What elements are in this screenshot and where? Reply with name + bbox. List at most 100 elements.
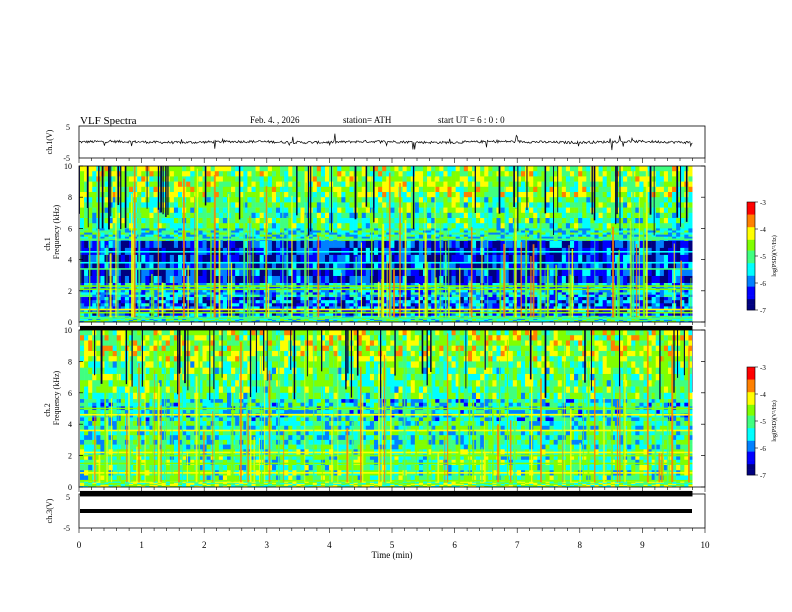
spec-cell <box>537 290 542 293</box>
spec-cell <box>173 275 179 284</box>
spec-cell <box>410 290 416 293</box>
spec-cell <box>300 261 305 270</box>
spec-cell <box>267 207 273 214</box>
spec-cell <box>275 230 281 233</box>
spec-cell <box>280 294 285 298</box>
spec-cell <box>173 268 179 277</box>
spec-cell <box>365 228 371 231</box>
spec-cell <box>173 297 179 301</box>
spec-cell <box>525 223 530 229</box>
spec-cell <box>116 303 122 307</box>
spec-cell <box>284 275 289 284</box>
spec-cell <box>378 186 383 193</box>
spec-cell <box>463 236 469 240</box>
spec-cell <box>663 303 669 307</box>
spec-cell <box>153 232 158 235</box>
spec-cell <box>316 207 322 214</box>
spec-cell <box>149 223 154 229</box>
spec-cell <box>92 192 97 198</box>
spec-cell <box>431 218 436 224</box>
spec-cell <box>227 176 232 182</box>
spec-cell <box>537 171 542 177</box>
spec-cell <box>484 202 489 208</box>
spec-cell <box>341 275 346 284</box>
spec-cell <box>643 197 648 203</box>
spec-cell <box>316 171 322 177</box>
spec-cell <box>663 212 669 219</box>
spec-cell <box>533 228 538 231</box>
spec-cell <box>418 303 424 307</box>
spec-cell <box>255 240 260 249</box>
spec-cell <box>557 232 563 235</box>
spec-cell <box>239 166 244 172</box>
spec-cell <box>178 207 183 214</box>
spec-cell <box>557 230 563 233</box>
spec-cell <box>116 234 122 238</box>
spec-cell <box>251 290 256 293</box>
ch1-trace <box>79 133 693 151</box>
spec-cell <box>451 236 456 240</box>
spec-cell <box>145 176 150 182</box>
spec-cell <box>304 303 309 307</box>
spec-cell <box>198 294 203 298</box>
spec-cell <box>178 306 183 310</box>
spec-cell <box>267 234 273 238</box>
spec-cell <box>610 166 616 172</box>
spec-cell <box>80 192 85 198</box>
spec-cell <box>569 171 575 177</box>
spec-cell <box>153 197 158 203</box>
spec-cell <box>394 240 399 249</box>
spec-cell <box>320 240 326 249</box>
spec-cell <box>259 294 265 298</box>
spec-cell <box>308 240 314 249</box>
spec-cell <box>520 261 526 270</box>
spec-cell <box>255 202 260 208</box>
spec-cell <box>688 218 693 224</box>
spec-cell <box>382 207 387 214</box>
spec-cell <box>427 234 432 238</box>
spec-cell <box>165 223 171 229</box>
spec-cell <box>394 218 399 224</box>
spec-cell <box>284 192 289 198</box>
spec-cell <box>300 166 305 172</box>
spec-cell <box>333 218 338 224</box>
spec-cell <box>259 275 265 284</box>
spec-cell <box>141 303 146 307</box>
spec-cell <box>84 306 89 310</box>
spec-cell <box>545 223 550 229</box>
spec-cell <box>304 230 309 233</box>
spec-cell <box>373 292 379 295</box>
spec-cell <box>329 292 334 295</box>
spec-cell <box>414 283 420 286</box>
spec-cell <box>471 181 477 188</box>
spec-cell <box>275 240 281 249</box>
spec-cell <box>222 186 228 193</box>
spec-cell <box>165 297 171 301</box>
spec-cell <box>378 300 383 304</box>
spec-cell <box>394 268 399 277</box>
spec-cell <box>627 234 632 238</box>
spec-cell <box>480 228 485 231</box>
spec-cell <box>141 166 146 172</box>
spec-cell <box>100 261 105 270</box>
spec-cell <box>324 300 330 304</box>
spec-cell <box>439 166 444 172</box>
spec-cell <box>492 292 497 295</box>
spec-cell <box>378 181 383 188</box>
spec-cell <box>300 171 305 177</box>
spec-cell <box>435 197 440 203</box>
spec-cell <box>578 303 583 307</box>
spec-cell <box>676 294 681 298</box>
spec-cell <box>320 300 326 304</box>
spec-cell <box>92 275 97 284</box>
spec-cell <box>516 192 522 198</box>
spec-cell <box>267 275 273 284</box>
spec-cell <box>602 207 608 214</box>
spec-cell <box>324 303 330 307</box>
spec-cell <box>557 261 563 270</box>
spec-cell <box>112 202 118 208</box>
spec-cell <box>104 202 109 208</box>
spec-cell <box>386 230 391 233</box>
spec-cell <box>574 197 579 203</box>
spec-cell <box>361 283 367 286</box>
